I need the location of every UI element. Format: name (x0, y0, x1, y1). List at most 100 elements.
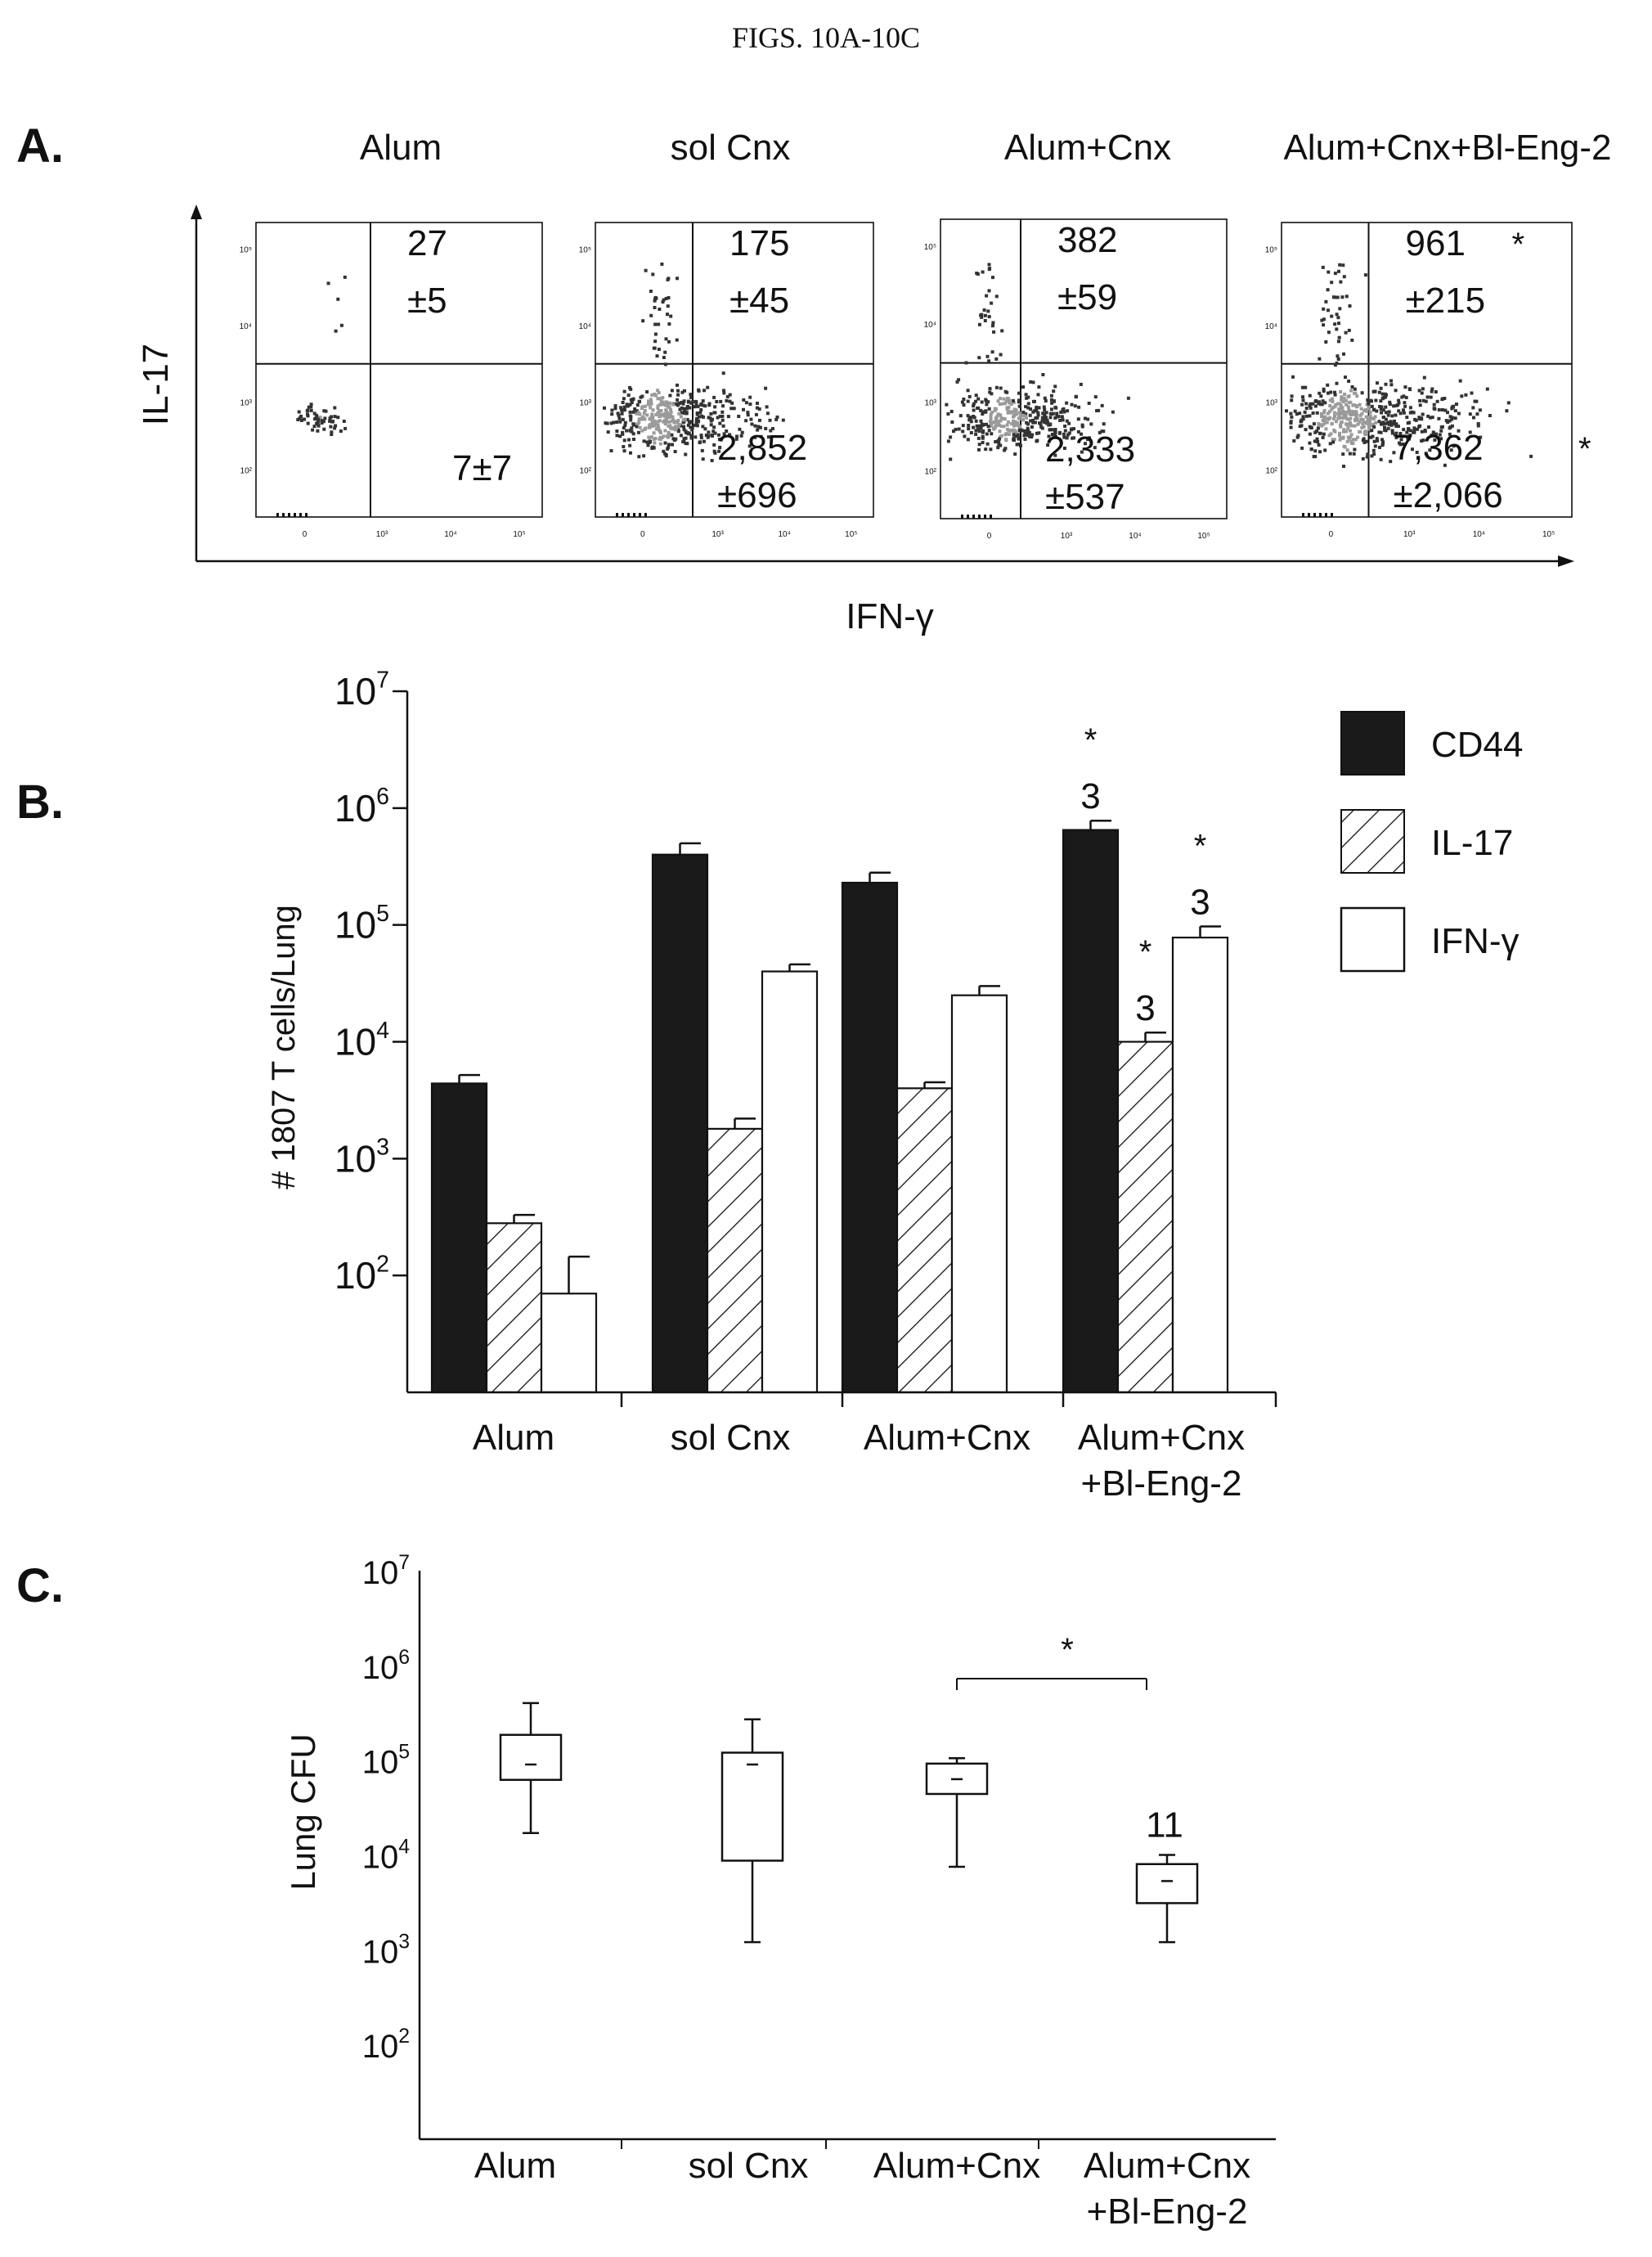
flow-event-dot (949, 457, 953, 461)
flow-event-dot (1340, 436, 1344, 440)
flow-event-dot (1332, 438, 1336, 442)
flow-event-dot-upper (1340, 295, 1344, 299)
flow-event-dot (986, 425, 990, 429)
flow-event-dot (1397, 401, 1401, 405)
flow-event-dot (1327, 391, 1330, 395)
flow-event-dot (1372, 439, 1376, 443)
flow-event-dot (999, 397, 1003, 401)
flow-event-dot (1408, 406, 1412, 410)
flow-event-dot (994, 416, 998, 420)
y-tick-label: 105 (334, 901, 389, 946)
flow-event-dot (1421, 412, 1425, 416)
flow-event-dot (1348, 420, 1352, 425)
flow-event-dot (643, 409, 647, 412)
flow-event-dot (316, 419, 320, 423)
y-tick-label: 106 (362, 1647, 410, 1686)
flow-event-dot (1076, 417, 1080, 421)
flow-event-dot (1360, 425, 1364, 429)
flow-event-dot (1349, 439, 1353, 443)
flow-event-dot (676, 398, 680, 402)
flow-event-dot (1421, 438, 1425, 443)
flow-event-dot (1333, 404, 1337, 408)
flow-event-dot (1009, 402, 1013, 406)
flow-event-dot (1344, 415, 1348, 419)
flow-event-dot (1444, 419, 1448, 423)
flow-event-dot (1042, 405, 1046, 409)
flow-event-dot (1384, 395, 1388, 399)
flow-event-dot (1358, 413, 1362, 417)
flow-event-dot (649, 406, 653, 410)
flow-event-dot (650, 393, 654, 397)
flow-event-dot (1460, 394, 1464, 398)
flow-event-dot (994, 418, 999, 422)
flow-event-dot (1063, 425, 1067, 428)
flow-event-dot (685, 405, 689, 409)
flow-event-dot (757, 407, 761, 411)
flow-event-dot (1323, 448, 1327, 452)
flow-event-dot (1437, 408, 1441, 411)
flow-event-dot (1049, 407, 1053, 411)
flow-event-dot-upper (658, 308, 662, 311)
flow-event-dot (1289, 425, 1293, 429)
flow-event-dot (702, 415, 705, 419)
flow-event-dot (1402, 434, 1406, 438)
flow-event-dot (1065, 436, 1069, 440)
flow-event-dot (977, 447, 981, 452)
flow-event-dot (967, 424, 971, 427)
flow-event-dot (1318, 431, 1322, 435)
flow-event-dot (1093, 446, 1097, 450)
flow-event-dot (1340, 398, 1344, 402)
flow-event-dot (1340, 395, 1344, 399)
flow-event-dot (1043, 408, 1047, 412)
flow-event-dot (748, 395, 752, 399)
flow-event-dot (757, 418, 761, 422)
flow-event-dot (1333, 414, 1336, 418)
flow-event-dot (671, 416, 675, 420)
flow-event-dot (1434, 390, 1438, 393)
flow-event-dot (656, 389, 660, 393)
flow-event-dot (1298, 425, 1302, 429)
flow-event-dot (662, 449, 666, 453)
flow-event-dot (994, 425, 998, 428)
flow-event-dot (1313, 404, 1318, 408)
flow-event-dot (669, 411, 673, 414)
box-iqr (1135, 1863, 1199, 1904)
flow-event-dot (1471, 406, 1475, 410)
flow-event-dot-upper (1337, 335, 1341, 339)
flow-event-dot (1420, 429, 1424, 434)
flow-event-dot-upper (326, 281, 330, 285)
flow-event-dot (1017, 425, 1021, 429)
flow-event-dot (667, 406, 671, 409)
flow-event-dot (628, 402, 632, 407)
flow-event-dot (631, 432, 635, 436)
flow-event-dot (320, 419, 324, 423)
flow-event-dot (649, 439, 653, 443)
flow-event-dot (1317, 443, 1321, 447)
flow-event-dot (1013, 408, 1017, 411)
flow-event-dot (1378, 405, 1382, 408)
flow-event-dot (1338, 431, 1342, 435)
y-tick-label: 106 (334, 784, 389, 830)
flow-event-dot (759, 434, 763, 438)
flow-event-dot-upper (992, 330, 996, 334)
flow-event-dot (661, 400, 665, 404)
flow-event-dot (626, 393, 631, 398)
flow-event-dot (966, 389, 970, 393)
flow-event-dot (1009, 410, 1013, 414)
flow-event-dot (1043, 396, 1047, 400)
flow-event-dot (1351, 438, 1355, 442)
flow-event-dot (1337, 407, 1341, 411)
flow-event-dot (667, 445, 671, 449)
flow-event-dot (721, 418, 725, 422)
flow-event-dot (1398, 432, 1403, 435)
flow-event-dot (328, 417, 332, 421)
flow-event-dot (1041, 373, 1045, 376)
flow-event-dot (1374, 420, 1378, 425)
flow-event-dot (998, 402, 1002, 406)
flow-event-dot (707, 402, 712, 406)
flow-event-dot-upper (667, 296, 671, 299)
flow-event-dot (1337, 434, 1341, 438)
flow-event-dot-upper (1335, 361, 1339, 365)
flow-event-dot (684, 452, 688, 456)
flow-event-dot (756, 425, 761, 429)
